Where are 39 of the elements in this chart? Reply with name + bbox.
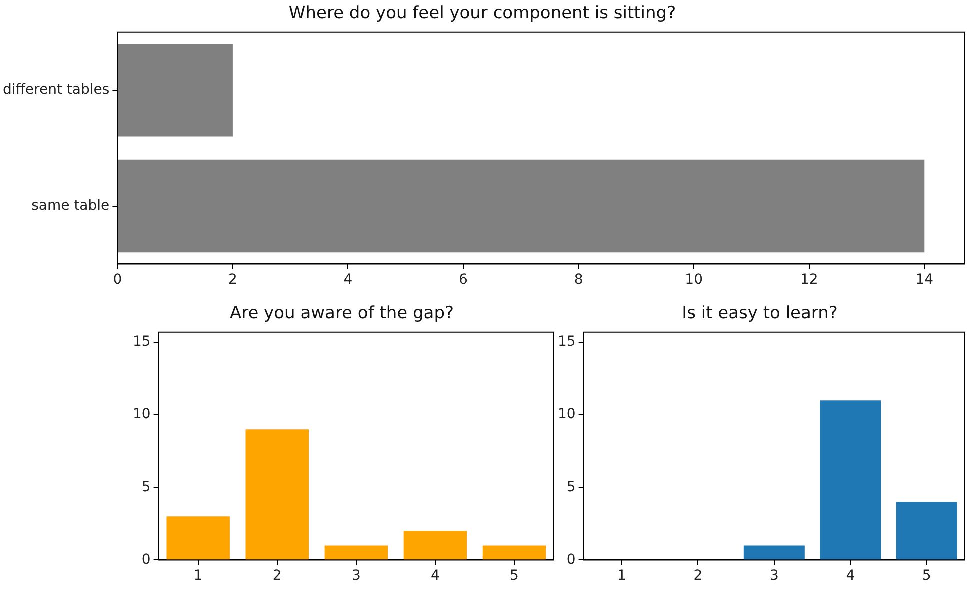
x-tick-label: 12 <box>800 272 818 288</box>
x-tick-label: 6 <box>459 272 468 288</box>
x-tick-label: 5 <box>510 568 519 584</box>
x-tick-label: 4 <box>430 568 440 584</box>
x-tick-label: 3 <box>770 568 779 584</box>
x-tick-label: 3 <box>352 568 361 584</box>
bar <box>246 430 309 560</box>
x-tick-label: 4 <box>344 272 353 288</box>
x-tick-label: 2 <box>228 272 238 288</box>
bar <box>482 546 546 560</box>
bar <box>404 531 468 560</box>
bar <box>896 502 958 560</box>
x-tick-label: 8 <box>574 272 584 288</box>
x-tick-label: 5 <box>922 568 932 584</box>
chart-title: Where do you feel your component is sitting? <box>288 4 676 24</box>
y-tick-label: different tables <box>2 82 110 98</box>
bar <box>324 546 388 560</box>
x-tick-label: 14 <box>916 272 934 288</box>
y-tick-label: 15 <box>132 334 151 350</box>
y-tick-label: 10 <box>558 406 576 423</box>
y-tick-label: 5 <box>566 479 576 496</box>
y-tick-label: 5 <box>142 479 151 496</box>
y-tick-label: same table <box>32 198 110 214</box>
y-tick-label: 0 <box>566 552 576 568</box>
y-tick-label: 0 <box>142 552 151 568</box>
x-tick-label: 2 <box>694 568 703 584</box>
x-tick-label: 1 <box>194 568 203 584</box>
x-tick-label: 2 <box>272 568 282 584</box>
x-tick-label: 0 <box>113 272 122 288</box>
chart-title: Is it easy to learn? <box>682 304 838 324</box>
y-tick-label: 10 <box>132 406 151 423</box>
bar <box>744 546 805 560</box>
x-tick-label: 4 <box>846 568 856 584</box>
y-tick-label: 15 <box>558 334 576 350</box>
x-tick-label: 1 <box>617 568 626 584</box>
bar <box>820 400 882 560</box>
x-tick-label: 10 <box>685 272 703 288</box>
chart-title: Are you aware of the gap? <box>230 304 454 324</box>
bar <box>166 516 230 560</box>
